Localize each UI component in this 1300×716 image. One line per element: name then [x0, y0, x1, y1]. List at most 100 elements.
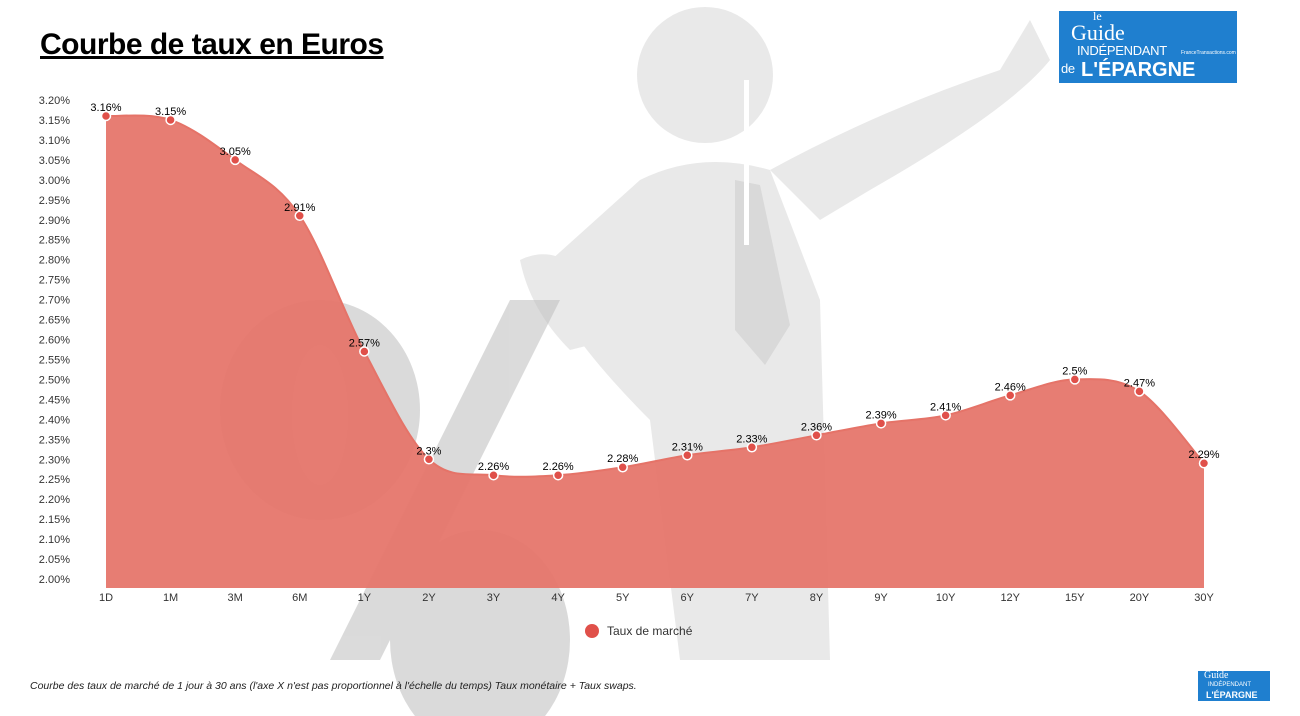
logo-text: Guide — [1071, 20, 1125, 45]
data-label: 2.57% — [349, 337, 380, 349]
data-label: 2.47% — [1124, 377, 1155, 389]
logo-text: L'ÉPARGNE — [1081, 59, 1196, 81]
x-tick-label: 6Y — [681, 592, 695, 604]
y-tick-label: 2.70% — [39, 295, 70, 307]
y-tick-label: 2.55% — [39, 354, 70, 366]
data-label: 3.16% — [90, 102, 121, 114]
y-tick-label: 2.15% — [39, 514, 70, 526]
y-tick-label: 3.05% — [39, 155, 70, 167]
logo-small: Guide INDÉPENDANT L'ÉPARGNE — [1198, 671, 1270, 701]
data-label: 2.46% — [995, 381, 1026, 393]
data-point — [488, 469, 499, 481]
y-tick-label: 2.50% — [39, 374, 70, 386]
x-tick-label: 1M — [163, 592, 178, 604]
logo-site: FranceTransactions.com — [1181, 50, 1236, 56]
data-point — [229, 154, 241, 166]
data-point — [552, 469, 564, 481]
x-tick-label: 7Y — [745, 592, 759, 604]
x-tick-label: 10Y — [936, 592, 956, 604]
data-point — [617, 461, 628, 473]
data-point — [746, 442, 758, 453]
y-tick-label: 2.20% — [39, 494, 70, 506]
data-label: 2.28% — [607, 453, 638, 465]
data-label: 3.15% — [155, 106, 186, 118]
data-label: 2.26% — [543, 461, 574, 473]
logo-text: le — [1093, 11, 1102, 23]
y-tick-label: 2.80% — [39, 255, 70, 267]
y-tick-label: 2.40% — [39, 414, 70, 426]
x-tick-label: 4Y — [551, 592, 565, 604]
y-tick-label: 2.25% — [39, 474, 70, 486]
x-tick-label: 1Y — [358, 592, 372, 604]
logo-text: INDÉPENDANT — [1077, 43, 1167, 58]
data-point — [1069, 374, 1081, 385]
x-tick-label: 5Y — [616, 592, 630, 604]
y-axis: 2.00% 2.05% 2.10% 2.15% 2.20% 2.25% 2.30% 2.35%… — [39, 95, 70, 586]
legend[interactable]: Taux de marché — [585, 624, 692, 638]
data-point — [875, 418, 887, 429]
legend-marker-icon — [585, 624, 599, 638]
y-tick-label: 2.10% — [39, 534, 70, 546]
data-label: 2.29% — [1188, 449, 1219, 461]
y-tick-label: 3.00% — [39, 175, 70, 187]
x-tick-label: 8Y — [810, 592, 824, 604]
page-title: Courbe de taux en Euros — [40, 28, 384, 61]
y-tick-label: 2.65% — [39, 315, 70, 327]
data-point — [1004, 390, 1016, 401]
data-label: 2.91% — [284, 202, 315, 214]
series-area: 3.16% 3.15% 3.05% 2.91% 2.57% 2.3% 2.26% 2.26% 2… — [90, 102, 1220, 588]
y-tick-label: 3.20% — [39, 95, 70, 107]
data-point — [294, 210, 306, 222]
y-tick-label: 2.75% — [39, 275, 70, 287]
logo-text: INDÉPENDANT — [1208, 682, 1252, 688]
logo: le Guide INDÉPENDANT FranceTransactions.… — [1059, 11, 1237, 83]
watermark-hand — [520, 254, 610, 350]
watermark-head — [637, 7, 773, 143]
data-point — [1134, 386, 1145, 397]
x-axis: 1D 1M 3M 6M 1Y 2Y 3Y 4Y 5Y 6Y 7Y 8Y 9Y 10Y 12Y 15Y 20Y 30… — [99, 592, 1214, 604]
y-tick-label: 2.30% — [39, 454, 70, 466]
y-tick-label: 3.15% — [39, 115, 70, 127]
x-tick-label: 6M — [292, 592, 307, 604]
y-tick-label: 3.10% — [39, 135, 70, 147]
data-point — [682, 450, 693, 461]
data-label: 2.33% — [736, 433, 767, 445]
y-tick-label: 2.85% — [39, 235, 70, 247]
data-label: 2.5% — [1062, 365, 1087, 377]
logo-text: L'ÉPARGNE — [1206, 690, 1258, 700]
x-tick-label: 1D — [99, 592, 113, 604]
y-tick-label: 2.45% — [39, 394, 70, 406]
caption: Courbe des taux de marché de 1 jour à 30… — [30, 680, 637, 692]
y-tick-label: 2.05% — [39, 554, 70, 566]
x-tick-label: 12Y — [1000, 592, 1020, 604]
x-tick-label: 2Y — [422, 592, 436, 604]
data-label: 2.3% — [416, 445, 441, 457]
y-tick-label: 2.95% — [39, 195, 70, 207]
x-tick-label: 20Y — [1130, 592, 1150, 604]
x-tick-label: 15Y — [1065, 592, 1085, 604]
logo-text: de — [1061, 61, 1075, 76]
legend-label: Taux de marché — [607, 624, 693, 638]
data-label: 2.26% — [478, 461, 509, 473]
area-fill — [106, 115, 1204, 588]
y-tick-label: 2.00% — [39, 574, 70, 586]
data-label: 2.41% — [930, 401, 961, 413]
x-tick-label: 3Y — [487, 592, 501, 604]
data-point — [940, 410, 951, 421]
data-point — [423, 454, 435, 465]
watermark-arm — [770, 20, 1050, 220]
data-point — [811, 430, 822, 441]
data-label: 2.36% — [801, 421, 832, 433]
logo-text: Guide — [1204, 671, 1229, 681]
y-tick-label: 2.90% — [39, 215, 70, 227]
x-tick-label: 30Y — [1194, 592, 1214, 604]
data-point — [100, 110, 112, 122]
x-tick-label: 3M — [228, 592, 243, 604]
y-tick-label: 2.60% — [39, 335, 70, 347]
x-tick-label: 9Y — [874, 592, 888, 604]
data-point — [165, 114, 176, 126]
data-point — [359, 346, 370, 357]
data-label: 3.05% — [220, 146, 251, 158]
y-tick-label: 2.35% — [39, 434, 70, 446]
